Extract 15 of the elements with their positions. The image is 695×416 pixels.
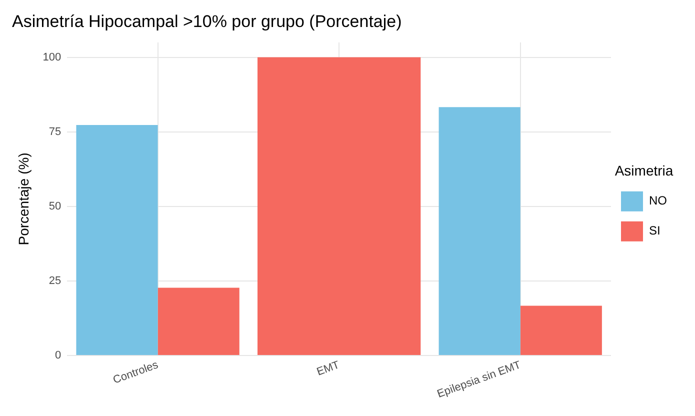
chart-title: Asimetría Hipocampal >10% por grupo (Porcentaje) (12, 12, 402, 31)
y-axis-title: Porcentaje (%) (15, 152, 32, 246)
y-tick-label: 50 (48, 200, 62, 212)
bar (76, 124, 158, 355)
y-tick-label: 100 (42, 51, 62, 64)
y-tick-label: 25 (48, 274, 62, 287)
bar (520, 306, 602, 355)
legend-title: Asimetria (614, 162, 674, 178)
legend-label: NO (649, 194, 667, 208)
x-tick-label: EMT (315, 358, 342, 378)
bar (438, 107, 520, 355)
bar (158, 288, 240, 355)
y-tick-label: 0 (55, 350, 62, 362)
y-tick-label: 75 (48, 126, 62, 138)
legend-label: SI (649, 224, 660, 238)
